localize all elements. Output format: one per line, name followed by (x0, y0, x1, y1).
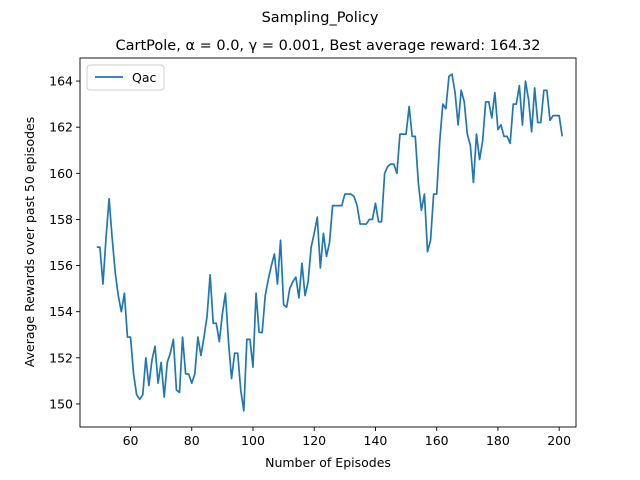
plot-frame (79, 57, 577, 428)
x-tick-label: 100 (241, 433, 265, 448)
y-tick-label: 154 (49, 304, 73, 319)
legend-label: Qac (132, 70, 156, 85)
y-tick-label: 156 (49, 258, 73, 273)
y-tick-label: 158 (49, 212, 73, 227)
y-tick-label: 160 (49, 166, 73, 181)
y-tick-label: 164 (49, 74, 73, 89)
legend-box (86, 64, 165, 91)
y-axis-label: Average Rewards over past 50 episodes (22, 117, 37, 367)
legend: Qac (86, 64, 165, 91)
x-tick-label: 60 (123, 433, 139, 448)
x-tick-label: 160 (425, 433, 449, 448)
y-tick-label: 162 (49, 120, 73, 135)
x-axis: 60 80 100 120 140 160 180 200 (123, 427, 571, 448)
x-tick-label: 180 (486, 433, 510, 448)
x-tick-label: 140 (364, 433, 388, 448)
x-tick-label: 80 (184, 433, 200, 448)
chart-title: CartPole, α = 0.0, γ = 0.001, Best avera… (116, 38, 541, 54)
y-tick-label: 152 (49, 350, 73, 365)
plot-area (96, 73, 564, 412)
y-axis: 150 152 154 156 158 160 162 164 (49, 74, 80, 411)
x-tick-label: 200 (547, 433, 571, 448)
y-tick-label: 150 (49, 396, 73, 411)
x-tick-label: 120 (302, 433, 326, 448)
chart-suptitle: Sampling_Policy (262, 10, 379, 26)
x-axis-label: Number of Episodes (265, 455, 391, 470)
series-line-qac (96, 73, 564, 412)
